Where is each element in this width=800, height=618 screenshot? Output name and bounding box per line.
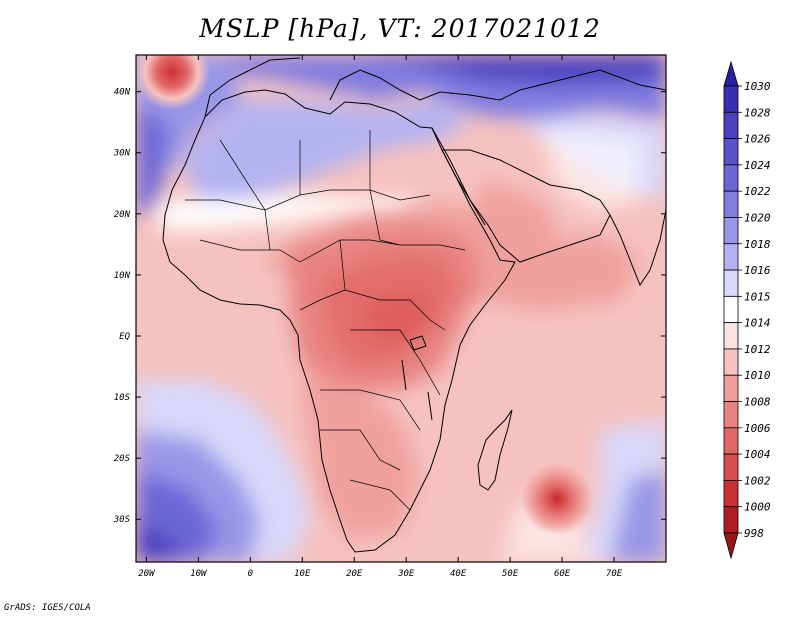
- colorbar-box: [723, 427, 739, 455]
- plot-frame: [135, 54, 667, 563]
- colorbar-box: [723, 506, 739, 534]
- colorbar-label: 1028: [744, 106, 771, 119]
- colorbar-box: [723, 164, 739, 192]
- colorbar-label: 1000: [744, 501, 771, 514]
- colorbar-box: [723, 138, 739, 166]
- country-borders: [185, 130, 466, 511]
- colorbar-label: 1016: [744, 264, 771, 277]
- lon-label: 30E: [397, 569, 415, 579]
- colorbar-top-arrow: [723, 60, 739, 87]
- colorbar-label: 1014: [744, 317, 771, 330]
- lon-label: 70E: [606, 569, 623, 579]
- colorbar-label: 1020: [744, 211, 771, 224]
- colorbar-box: [723, 85, 739, 113]
- colorbar-box: [723, 480, 739, 508]
- lake-victoria: [409, 335, 427, 351]
- lat-label: 30N: [113, 149, 131, 159]
- colorbar-label: 1006: [744, 422, 771, 435]
- colorbar-label: 1002: [744, 474, 771, 487]
- lon-label: 10W: [190, 569, 208, 579]
- grads-credit: GrADS: IGES/COLA: [4, 603, 91, 613]
- madagascar-coast: [477, 409, 513, 491]
- lon-label: 60E: [554, 569, 571, 579]
- colorbar-box: [723, 217, 739, 245]
- lon-label: 0: [248, 569, 253, 579]
- colorbar-box: [723, 190, 739, 218]
- colorbar-label: 1030: [744, 80, 771, 93]
- colorbar-label: 1015: [744, 290, 771, 303]
- colorbar-label: 1010: [744, 369, 771, 382]
- map-axes: 40N 30N 20N 10N EQ 10S 20S 30S 20W 10W 0 10E 20E 30E 4…: [113, 55, 666, 579]
- colorbar-label: 1012: [744, 343, 771, 356]
- map-title: MSLP [hPa], VT: 2017021012: [199, 14, 601, 43]
- africa-coastline: [162, 89, 516, 553]
- lake-tanganyika: [401, 359, 407, 391]
- lat-label: 40N: [114, 88, 131, 98]
- colorbar-label: 1004: [744, 448, 771, 461]
- coastlines: [162, 57, 666, 553]
- colorbar-label: 1024: [744, 159, 771, 172]
- lon-label: 20W: [138, 569, 156, 579]
- lat-label: EQ: [119, 332, 130, 342]
- lake-malawi: [427, 391, 433, 421]
- colorbar-box: [723, 243, 739, 271]
- mslp-field: [136, 55, 666, 562]
- colorbar-box: [723, 269, 739, 297]
- colorbar-box: [723, 322, 739, 350]
- colorbar-label: 1026: [744, 133, 771, 146]
- azores-centre: [136, 55, 210, 110]
- lat-label: 30S: [113, 515, 131, 525]
- colorbar-box: [723, 111, 739, 139]
- colorbar-label: 1022: [744, 185, 771, 198]
- colorbar-box: [723, 374, 739, 402]
- colorbar-box: [723, 401, 739, 429]
- lat-label: 10N: [114, 271, 131, 281]
- colorbar-box: [723, 453, 739, 481]
- india-coast: [609, 209, 666, 287]
- lat-label: 20N: [114, 210, 131, 220]
- mascarene-low: [521, 463, 593, 535]
- colorbar-box: [723, 295, 739, 324]
- lon-label: 50E: [502, 569, 519, 579]
- colorbar-box: [723, 348, 739, 376]
- colorbar-bottom-arrow: [723, 532, 739, 560]
- arabia-coast: [441, 149, 611, 263]
- lon-label: 20E: [346, 569, 363, 579]
- lat-label: 20S: [114, 454, 131, 464]
- colorbar: 1030 1028 1026 1024 1022 1020 1018 1016 1015 1014…: [723, 60, 771, 560]
- red-sea: [431, 127, 486, 226]
- europe-coast: [204, 57, 666, 118]
- colorbar-label: 1008: [744, 396, 771, 409]
- colorbar-label: 1018: [744, 238, 771, 251]
- lon-label: 40E: [450, 569, 467, 579]
- lat-label: 10S: [114, 393, 131, 403]
- lon-label: 10E: [294, 569, 311, 579]
- colorbar-label: 998: [744, 527, 764, 540]
